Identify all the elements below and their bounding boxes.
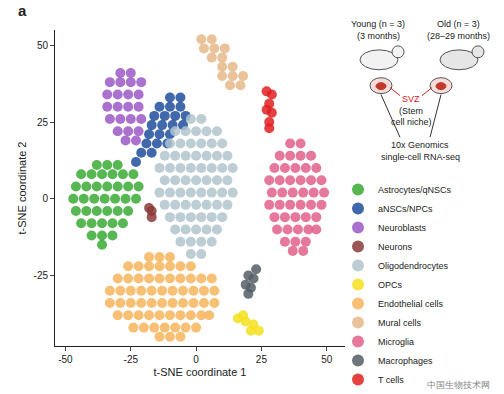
svg-text:T cells: T cells: [378, 375, 404, 385]
svg-text:aNSCs/NPCs: aNSCs/NPCs: [378, 204, 433, 214]
svg-text:Old (n = 3): Old (n = 3): [437, 19, 480, 29]
svg-text:Endothelial cells: Endothelial cells: [378, 299, 444, 309]
svg-text:-50: -50: [58, 354, 73, 365]
svg-text:-25: -25: [34, 270, 49, 281]
svg-text:Neurons: Neurons: [378, 242, 413, 252]
svg-text:single-cell RNA-seq: single-cell RNA-seq: [381, 152, 460, 162]
svg-text:50: 50: [37, 40, 49, 51]
svg-text:50: 50: [321, 354, 333, 365]
svg-text:0: 0: [42, 193, 48, 204]
svg-text:Neuroblasts: Neuroblasts: [378, 223, 427, 233]
svg-text:25: 25: [256, 354, 268, 365]
svg-text:SVZ: SVZ: [402, 94, 420, 104]
svg-text:0: 0: [193, 354, 199, 365]
svg-text:25: 25: [37, 117, 49, 128]
svg-text:(3 months): (3 months): [357, 31, 400, 41]
svg-text:(Stem: (Stem: [399, 106, 423, 116]
svg-text:(28–29 months): (28–29 months): [427, 31, 490, 41]
svg-text:Mural cells: Mural cells: [378, 318, 422, 328]
svg-text:a: a: [18, 2, 27, 19]
svg-text:Microglia: Microglia: [378, 337, 414, 347]
svg-text:Macrophages: Macrophages: [378, 356, 433, 366]
svg-text:OPCs: OPCs: [378, 280, 403, 290]
svg-text:中国生物技术网: 中国生物技术网: [427, 380, 490, 390]
svg-text:Astrocytes/qNSCs: Astrocytes/qNSCs: [378, 185, 452, 195]
svg-text:cell niche): cell niche): [391, 117, 432, 127]
svg-text:10x Genomics: 10x Genomics: [391, 140, 449, 150]
svg-text:-25: -25: [124, 354, 139, 365]
svg-text:Oligodendrocytes: Oligodendrocytes: [378, 261, 449, 271]
svg-text:t-SNE coordinate 2: t-SNE coordinate 2: [16, 142, 28, 235]
svg-text:t-SNE coordinate 1: t-SNE coordinate 1: [154, 366, 247, 378]
svg-text:Young (n = 3): Young (n = 3): [351, 19, 405, 29]
